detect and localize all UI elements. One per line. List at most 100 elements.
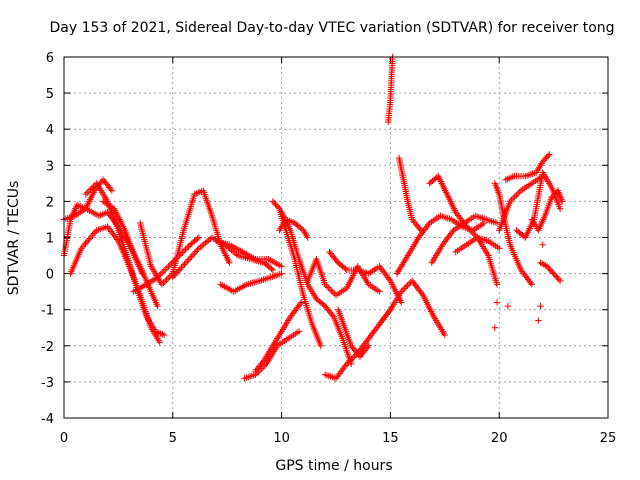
series-arc-28 <box>502 151 553 183</box>
data-point <box>420 227 427 235</box>
y-tick-label: -3 <box>41 376 54 391</box>
data-point <box>493 281 501 288</box>
data-point <box>377 319 384 326</box>
data-point <box>105 225 112 232</box>
data-point <box>287 313 294 321</box>
data-point <box>363 338 370 345</box>
data-point <box>191 249 198 257</box>
data-point <box>411 280 418 288</box>
data-points <box>60 53 566 382</box>
data-point <box>556 205 564 212</box>
data-point <box>511 193 518 200</box>
data-point <box>382 312 389 320</box>
data-point <box>423 223 431 230</box>
data-point <box>360 341 368 349</box>
data-point <box>364 336 371 344</box>
data-point <box>453 210 461 218</box>
data-point <box>417 231 425 238</box>
series-arc-05 <box>99 198 146 277</box>
data-point <box>535 317 542 324</box>
data-point <box>184 257 191 265</box>
data-point <box>176 265 184 273</box>
data-point <box>366 333 374 341</box>
x-tick-label: 0 <box>60 431 68 446</box>
data-point <box>506 198 514 205</box>
x-tick-label: 25 <box>600 431 617 446</box>
data-point <box>90 230 98 237</box>
y-tick-label: 3 <box>46 159 54 174</box>
data-point <box>83 238 91 245</box>
data-point <box>349 354 357 361</box>
data-point <box>104 209 111 216</box>
data-point <box>185 243 192 250</box>
data-point <box>527 279 534 287</box>
data-point <box>365 335 372 342</box>
data-point <box>195 245 203 252</box>
data-point <box>382 271 389 278</box>
data-point <box>88 184 96 192</box>
series-arc-09 <box>217 270 285 295</box>
series-arc-20 <box>385 53 396 126</box>
series-arc-02 <box>60 205 161 310</box>
data-point <box>321 281 329 288</box>
series-arc-11 <box>241 328 303 382</box>
data-point <box>381 314 388 321</box>
data-point <box>544 152 552 160</box>
series-outliers <box>491 241 546 331</box>
data-point <box>383 272 390 280</box>
x-tick-label: 5 <box>169 431 177 446</box>
data-point <box>268 265 275 272</box>
data-point <box>371 327 378 334</box>
data-point <box>458 217 465 224</box>
data-point <box>338 367 346 374</box>
series-arc-30 <box>513 169 564 241</box>
data-point <box>104 223 111 230</box>
data-point <box>295 328 303 335</box>
data-point <box>317 342 324 349</box>
data-point <box>85 187 93 195</box>
data-point <box>421 226 428 233</box>
data-point <box>415 285 422 293</box>
data-point <box>278 263 285 270</box>
data-point <box>369 330 376 337</box>
data-point <box>516 188 523 196</box>
data-point <box>466 226 473 233</box>
data-point <box>496 245 503 252</box>
data-point <box>108 187 116 194</box>
data-point <box>187 254 194 262</box>
series-arc-15 <box>276 216 311 241</box>
data-point <box>333 258 341 265</box>
data-point <box>335 371 342 379</box>
data-point <box>514 190 522 197</box>
data-point <box>296 300 304 308</box>
data-point <box>538 260 546 267</box>
data-point <box>156 338 163 346</box>
data-point <box>456 213 463 221</box>
data-point <box>163 264 171 272</box>
data-point <box>520 269 527 277</box>
data-point <box>402 283 410 291</box>
data-point <box>521 271 528 279</box>
data-point <box>112 234 120 242</box>
series-arc-19 <box>334 306 372 360</box>
data-point <box>398 288 405 295</box>
data-point <box>523 274 531 282</box>
data-point <box>546 151 553 158</box>
data-point <box>106 226 114 234</box>
data-point <box>203 238 211 245</box>
data-point <box>342 265 349 272</box>
data-point <box>158 281 166 288</box>
data-point <box>274 203 282 211</box>
data-point <box>107 185 114 193</box>
data-point <box>332 375 340 382</box>
y-tick-label: 5 <box>46 87 54 102</box>
data-point <box>226 259 233 266</box>
data-point <box>179 262 187 270</box>
data-point <box>328 287 335 294</box>
data-point <box>157 270 164 278</box>
data-point <box>370 328 377 336</box>
data-point <box>443 236 450 244</box>
data-point <box>518 268 526 275</box>
data-point <box>197 243 204 251</box>
data-point <box>110 231 117 238</box>
